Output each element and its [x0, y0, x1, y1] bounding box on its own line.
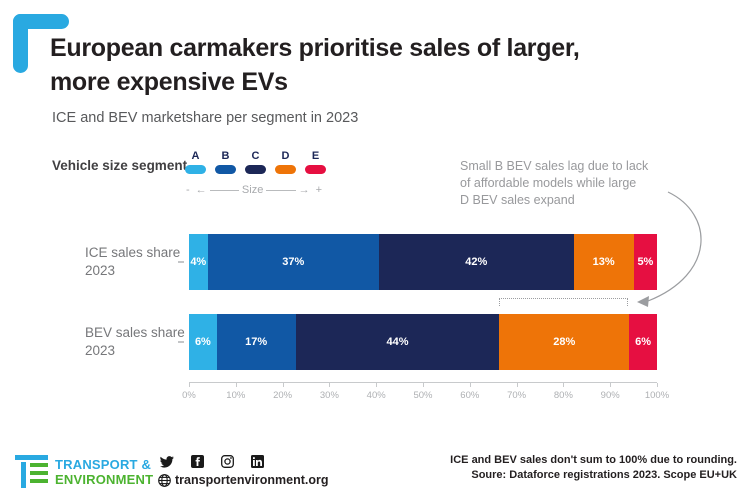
corner-bracket-logo [13, 14, 69, 73]
legend-item-E: E [305, 150, 326, 174]
row-label-ice: ICE sales share 2023 [85, 245, 181, 278]
row-label-bev: BEV sales share 2023 [85, 325, 185, 358]
page-title: European carmakers prioritise sales of l… [50, 31, 710, 99]
note-line-1: ICE and BEV sales don't sum to 100% due … [450, 454, 737, 466]
bar-segment-D: 13% [573, 234, 634, 290]
size-scale: - ← Size → + [183, 184, 325, 196]
brand-line-2: ENVIRONMENT [55, 472, 154, 487]
social-links [160, 455, 264, 468]
page-subtitle: ICE and BEV marketshare per segment in 2… [52, 110, 359, 126]
legend-item-C: C [245, 150, 266, 174]
legend-label: Vehicle size segment [52, 158, 188, 173]
source-notes: ICE and BEV sales don't sum to 100% due … [450, 453, 737, 483]
brand-wordmark: TRANSPORT & ENVIRONMENT [55, 457, 153, 487]
bar-segment-B: 37% [207, 234, 379, 290]
bar-segment-D: 28% [499, 314, 630, 370]
size-right-arrow-icon: → [298, 184, 310, 196]
website-url: transportenvironment.org [175, 473, 329, 487]
twitter-icon[interactable] [160, 455, 174, 468]
te-logo [15, 455, 49, 488]
globe-icon [158, 473, 171, 487]
bar-segment-E: 6% [629, 314, 657, 370]
title-line-2: more expensive EVs [50, 68, 288, 96]
bar-segment-C: 44% [295, 314, 500, 370]
bar-segment-C: 42% [378, 234, 574, 290]
legend-item-D: D [275, 150, 296, 174]
annotation-line-1: Small B BEV sales lag due to lack [460, 159, 649, 173]
size-left-arrow-icon: ← [195, 184, 207, 196]
instagram-icon[interactable] [221, 455, 234, 468]
annotation-line-2: of affordable models while large [460, 176, 637, 190]
bar-ice: 4% 37% 42% 13% 5% [178, 234, 657, 290]
legend-item-B: B [215, 150, 236, 174]
brand-line-1: TRANSPORT & [55, 457, 152, 472]
title-line-1: European carmakers prioritise sales of l… [50, 34, 580, 62]
website-link[interactable]: transportenvironment.org [158, 473, 329, 487]
facebook-icon[interactable] [191, 455, 204, 468]
x-axis: 0% 10% 20% 30% 40% 50% 60% 70% 80% 90% 100% [182, 382, 669, 402]
note-line-2: Soure: Dataforce registrations 2023. Sco… [471, 469, 737, 481]
highlight-bracket [499, 298, 628, 306]
size-plus: + [315, 184, 323, 196]
size-minus: - [186, 184, 190, 196]
bar-segment-A: 6% [189, 314, 217, 370]
size-label: Size [241, 184, 264, 196]
bar-segment-E: 5% [633, 234, 657, 290]
legend-item-A: A [185, 150, 206, 174]
annotation-line-3: D BEV sales expand [460, 193, 575, 207]
size-line-right [266, 189, 296, 191]
bar-bev: 6% 17% 44% 28% 6% [178, 314, 657, 370]
linkedin-icon[interactable] [251, 455, 264, 468]
annotation-text: Small B BEV sales lag due to lack of aff… [460, 158, 648, 209]
bar-segment-A: 4% [189, 234, 208, 290]
bar-segment-B: 17% [216, 314, 296, 370]
size-line-left [209, 189, 239, 191]
